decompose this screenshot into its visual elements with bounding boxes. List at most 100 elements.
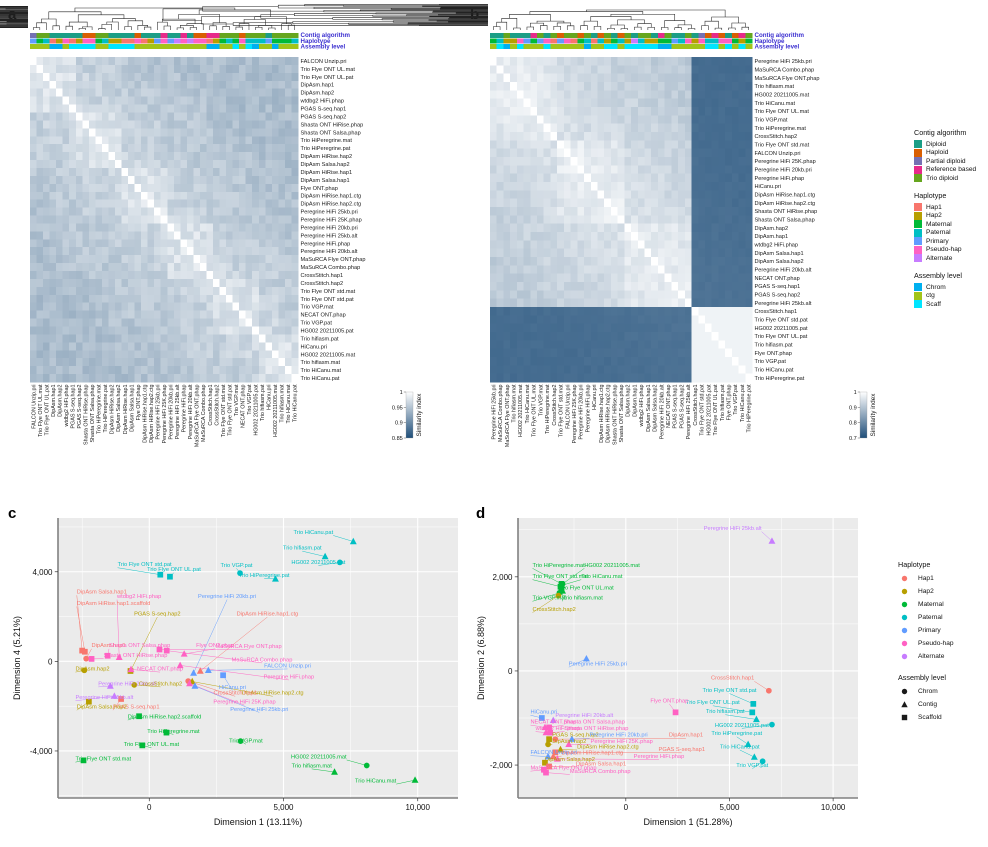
scatter-point-label: DipAsm HiRise.hap2.ctg — [242, 691, 304, 697]
heatmap-row-label: HG002 20211005.pat — [301, 328, 355, 334]
scatter-point — [131, 682, 138, 688]
scatter-point — [544, 752, 552, 760]
legend-item: Reference based — [914, 165, 976, 174]
point-leader-line — [712, 705, 753, 713]
point-leader-line — [76, 606, 86, 652]
heatmap-col-label: Peregrine HiFi 25kb.alt — [686, 384, 692, 439]
scatter-point-label: HG002 20211005.pat — [715, 723, 769, 729]
legend-swatch — [914, 254, 922, 262]
scatter-point — [557, 745, 564, 753]
heatmap-row-label: Trio Flye ONT UL.mat — [301, 67, 356, 73]
heatmap-row-label: Trio hifiasm.mat — [301, 360, 341, 366]
y-tick-label: 4,000 — [32, 568, 53, 577]
scatter-point-label: Trio Flye ONT std.pat — [702, 688, 756, 694]
scatter-point — [106, 682, 114, 689]
scatter-point — [272, 575, 279, 582]
scatter-point-label: Flye ONT.phap — [650, 698, 688, 704]
scatter-point — [546, 724, 552, 731]
scatter-point — [321, 552, 329, 560]
scatter-point — [547, 729, 553, 736]
heatmap-row-label: DipAsm HiRise.hap1.ctg — [301, 194, 362, 200]
scatter-point — [157, 571, 164, 578]
heatmap-col-label: wtdbg2 HiFi.phap — [64, 384, 70, 427]
scatter-point-label: DipAsm.hap2 — [552, 739, 586, 745]
scatter-point-label: HG002 20211005.mat — [584, 563, 640, 569]
heatmap-row-label: DipAsm Salsa.hap2 — [301, 162, 350, 168]
heatmap-col-label: Peregrine HiFi 25kb.pri — [491, 385, 497, 440]
heatmap-row-label: MaSuRCA Combo.phap — [301, 265, 361, 271]
scatter-point — [752, 715, 760, 723]
heatmap-col-label: CrossStitch.hap2 — [552, 385, 558, 426]
heatmap-col-label: DipAsm.hap2 — [57, 385, 63, 417]
legend-item-label: Pseudo-hap — [918, 639, 954, 647]
y-tick-label: 2,000 — [492, 573, 513, 582]
legend-item-label: Diploid — [926, 140, 947, 148]
scatter-point — [552, 736, 559, 743]
heatmap-col-label: Trio Flye ONT UL.pat — [44, 384, 50, 435]
legend-item: Haploid — [914, 148, 976, 157]
heatmap-row-label: PGAS S-seq.hap1 — [301, 107, 347, 113]
heatmap-row-label: PGAS S-seq.hap2 — [755, 293, 801, 299]
scatter-point-label: Trio Flye ONT std.pat — [118, 562, 172, 568]
legend-list-contig-algorithm: Diploid Haploid Partial diploid Reference b… — [914, 140, 976, 182]
point-leader-line — [116, 599, 120, 658]
legend-item-label: Pseudo-hap — [926, 246, 962, 253]
scatter-point-label: Trio VGP.pat — [736, 763, 768, 769]
scatter-point — [744, 740, 752, 748]
colorbar-tick: 1 — [400, 390, 403, 396]
scatter-point — [220, 672, 226, 679]
scatter-point-label: Flye ONT.phap — [196, 643, 234, 649]
scatter-point-label: Peregrine HiFi 20kb.pri — [590, 733, 648, 739]
legend-item: Paternal — [898, 612, 954, 622]
heatmap-row-label: HG002 20211005.pat — [755, 326, 809, 332]
scatter-point-label: Trio HiCanu.mat — [581, 574, 623, 580]
point-leader-line — [741, 724, 772, 729]
heatmap-row-label: HG002 20211005.mat — [301, 352, 356, 358]
heatmap-col-label: Peregrine HiFi 25kb.pri — [155, 385, 161, 440]
heatmap-row-label: HiCanu.pri — [755, 184, 781, 190]
heatmap-col-label: Trio Flye ONT UL.mat — [38, 384, 44, 437]
heatmap-col-label: DipAsm.hap2 — [626, 385, 632, 417]
scatter-point — [331, 768, 338, 775]
heatmap-col-label: Trio HiPeregrine.mat — [545, 384, 551, 434]
scatter-point-label: Trio VGP.mat — [533, 596, 567, 602]
scatter-point — [363, 762, 370, 769]
scatter-point — [582, 654, 590, 662]
point-leader-line — [333, 535, 354, 542]
legend-item: Diploid — [914, 140, 976, 148]
heatmap-row-label: Peregrine HiFi.phap — [755, 176, 805, 182]
x-axis-title: Dimension 1 (13.11%) — [214, 817, 302, 827]
point-leader-line — [188, 680, 236, 697]
heatmap-row-label: Trio Flye ONT std.mat — [755, 143, 810, 149]
legend-list-assembly-level: Chrom ctg Scaff — [914, 283, 976, 308]
legend-item: Paternal — [914, 228, 976, 237]
legend-swatch — [914, 283, 922, 291]
scatter-point — [555, 592, 562, 599]
point-leader-line — [532, 568, 562, 585]
plot-background — [518, 518, 858, 798]
scatter-point — [768, 537, 776, 544]
heatmap-col-label: PGAS S-seq.hap2 — [679, 385, 685, 429]
legend-item: Pseudo-hap — [914, 245, 976, 254]
panel-d-container: Peregrine HiFi 25kb.alt Trio HiPeregrine.… — [470, 500, 890, 847]
scatter-point-label: DipAsm Salsa.hap2 — [77, 705, 127, 711]
heatmap-col-label: Trio Flye ONT std.mat — [221, 384, 227, 437]
heatmap-row-label: wtdbg2 HiFi.phap — [754, 243, 799, 249]
scatter-point-label: MaSuRCA Flye ONT.phap — [530, 766, 596, 772]
scatter-point — [115, 653, 123, 661]
scatter-point — [349, 537, 357, 545]
point-leader-line — [208, 668, 288, 671]
legend-swatch — [914, 148, 922, 157]
heatmap-row-label: PGAS S-seq.hap2 — [301, 114, 347, 120]
heatmap-col-label: DipAsm HiRise.hap2.ctg — [149, 384, 155, 442]
colorbar-tick: 0.8 — [849, 421, 857, 427]
scatter-point-label: HiCanu.pri — [530, 710, 557, 716]
colorbar-gradient — [859, 391, 868, 439]
legend-swatch — [914, 174, 922, 182]
point-leader-line — [200, 616, 268, 672]
colorbar-tick: 0.95 — [392, 405, 403, 411]
point-leader-line — [318, 562, 340, 566]
heatmap-col-label: NECAT ONT.phap — [240, 385, 246, 429]
scatter-point — [552, 749, 559, 756]
